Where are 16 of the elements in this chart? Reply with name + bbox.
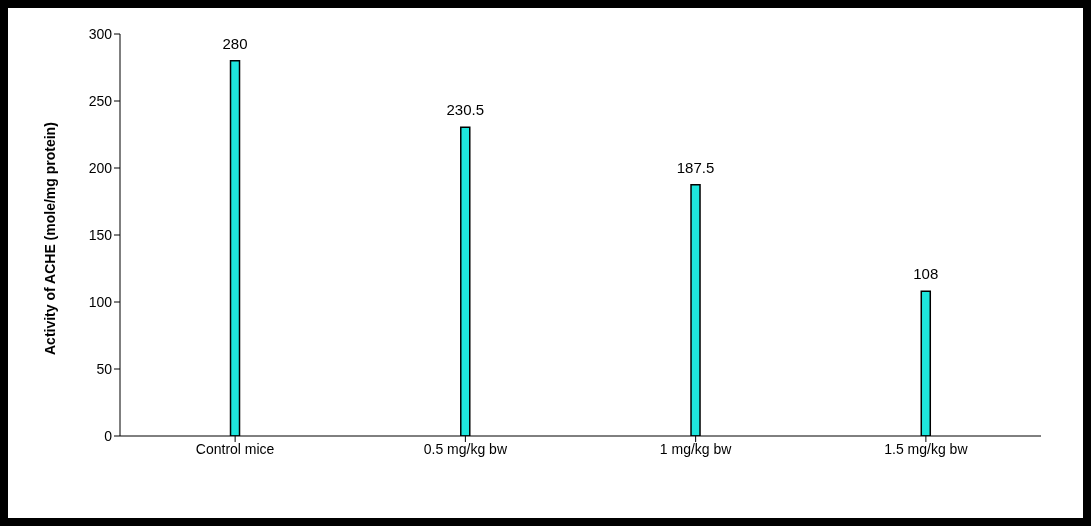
y-tick-label: 50 — [96, 360, 113, 377]
y-tick-label: 150 — [88, 226, 113, 243]
data-label: 230.5 — [446, 101, 485, 119]
x-tick-label: 1 mg/kg bw — [659, 440, 733, 457]
x-tick-label: 0.5 mg/kg bw — [423, 440, 508, 457]
y-tick-label: 200 — [88, 159, 113, 176]
y-axis-title: Activity of ACHE (mole/mg protein) — [41, 122, 58, 355]
data-label: 108 — [913, 265, 939, 283]
y-tick-label: 300 — [88, 25, 113, 42]
data-label: 280 — [222, 34, 248, 52]
y-tick-label: 0 — [104, 427, 113, 444]
data-label: 187.5 — [676, 158, 715, 176]
x-tick-label: Control mice — [195, 440, 275, 457]
y-tick-label: 250 — [88, 92, 113, 109]
x-tick-label: 1.5 mg/kg bw — [884, 440, 969, 457]
y-tick-label: 100 — [88, 293, 113, 310]
